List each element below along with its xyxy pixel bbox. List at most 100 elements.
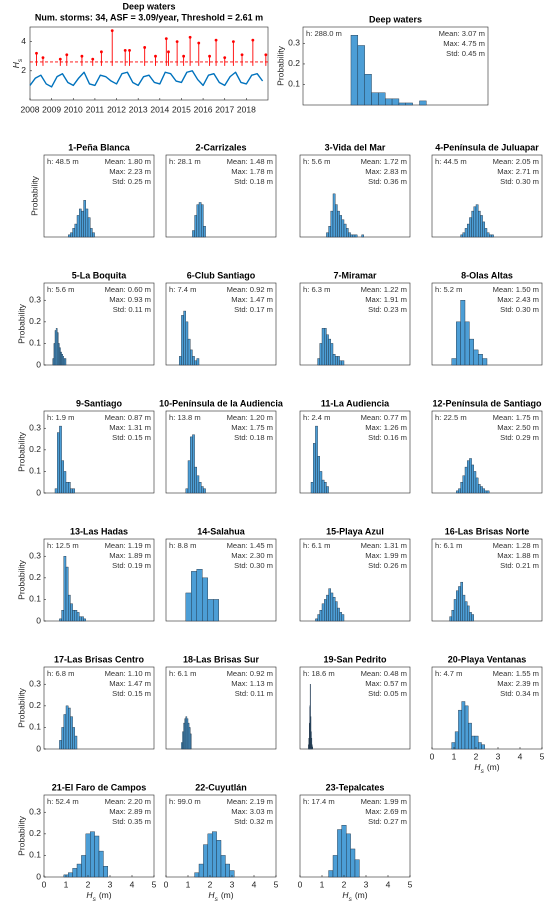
axes-frame xyxy=(431,410,543,494)
histogram-bar xyxy=(337,356,340,366)
storm-peak xyxy=(175,40,179,43)
storm-peak xyxy=(35,51,38,55)
annotation: Std: 0.26 m xyxy=(368,561,407,570)
annotation: Std: 0.36 m xyxy=(368,177,407,186)
axes-frame xyxy=(431,538,543,622)
histogram-bar xyxy=(343,223,347,238)
panel-title: 15-Playa Azul xyxy=(326,526,384,536)
histogram-bar xyxy=(72,727,75,750)
panel-title: 23-Tepalcates xyxy=(326,782,385,792)
y-axis-label: Probability xyxy=(16,815,26,855)
histogram-bar xyxy=(315,425,318,494)
annotation: h: 6.8 m xyxy=(47,669,74,678)
histogram-bar xyxy=(189,436,193,494)
x-tick-label: 4 xyxy=(386,879,391,889)
histogram-bar xyxy=(471,210,475,238)
histogram-bar xyxy=(63,556,67,622)
histogram-bar xyxy=(225,863,230,878)
histogram-bar xyxy=(464,705,469,750)
annotation: Std: 0.32 m xyxy=(234,817,273,826)
y-tick-label: 0.1 xyxy=(288,79,300,89)
annotation: Max: 0.93 m xyxy=(109,295,151,304)
histogram-bar xyxy=(482,221,486,238)
x-tick-label: 2 xyxy=(342,879,347,889)
histogram-bar xyxy=(469,612,472,622)
axes-frame xyxy=(43,282,155,366)
panel-title: 9-Santiago xyxy=(76,398,123,408)
annotation: Max: 1.99 m xyxy=(365,551,407,560)
histogram-bar xyxy=(213,599,220,622)
histogram-bar xyxy=(196,569,203,622)
y-axis-label: Probability xyxy=(16,431,26,471)
annotation: Max: 1.78 m xyxy=(231,167,273,176)
storm-peak xyxy=(91,57,95,61)
annotation: Std: 0.18 m xyxy=(234,433,273,442)
histogram-bar xyxy=(83,200,86,238)
x-tick-label: 4 xyxy=(130,879,135,889)
histogram-bar xyxy=(475,204,479,238)
histogram-bar xyxy=(70,716,73,750)
histogram-bar xyxy=(468,722,472,750)
histogram-bar xyxy=(478,484,481,494)
annotation: Std: 0.17 m xyxy=(234,305,273,314)
histogram-bar xyxy=(321,328,325,366)
y-tick-label: 0.3 xyxy=(29,423,41,433)
annotation: h: 48.5 m xyxy=(47,157,79,166)
panel-title: 2-Carrizales xyxy=(195,142,246,152)
storm-peak xyxy=(110,29,114,33)
y-tick-label: 0.2 xyxy=(29,316,41,326)
annotation: Std: 0.30 m xyxy=(234,561,273,570)
histogram-bar xyxy=(469,458,472,494)
annotation: Max: 2.83 m xyxy=(365,167,407,176)
annotation: Max: 1.31 m xyxy=(109,423,151,432)
annotation: Max: 2.30 m xyxy=(231,551,273,560)
annotation: Mean: 0.60 m xyxy=(105,285,151,294)
annotation: Std: 0.25 m xyxy=(112,177,151,186)
storm-peak xyxy=(231,40,235,43)
annotation: Std: 0.19 m xyxy=(112,561,151,570)
histogram-bar xyxy=(216,840,222,878)
histogram-bar xyxy=(211,831,217,878)
x-tick-label: 1 xyxy=(64,879,69,889)
histogram-bar xyxy=(59,618,62,622)
histogram-bar xyxy=(478,354,483,366)
histogram-bar xyxy=(185,321,189,366)
annotation: Mean: 0.77 m xyxy=(361,413,407,422)
annotation: Max: 1.91 m xyxy=(365,295,407,304)
axis-label-symbol: H xyxy=(11,61,21,68)
x-tick-label: 3 xyxy=(108,879,113,889)
annotation: Std: 0.21 m xyxy=(500,561,539,570)
x-tick-label: 3 xyxy=(496,751,501,761)
annotation: Mean: 0.92 m xyxy=(227,669,273,678)
histogram-bar xyxy=(59,740,62,750)
histogram-bar xyxy=(220,855,226,878)
histogram-bar xyxy=(326,486,329,494)
histogram-bar xyxy=(339,215,343,238)
x-tick-label: 0 xyxy=(430,751,435,761)
axes-frame xyxy=(29,26,269,101)
histogram-bar xyxy=(76,215,80,238)
annotation: Max: 1.75 m xyxy=(231,423,273,432)
histogram-bar xyxy=(473,206,477,238)
histogram-bar xyxy=(398,102,406,106)
histogram-bar xyxy=(346,228,349,238)
annotation: h: 44.5 m xyxy=(435,157,467,166)
histogram-bar xyxy=(92,232,95,238)
storm-peak xyxy=(154,54,157,58)
x-tick-label: 3 xyxy=(364,879,369,889)
x-tick-label: 3 xyxy=(230,879,235,889)
histogram-bar xyxy=(469,217,472,238)
x-tick-label: 0 xyxy=(298,879,303,889)
axes-frame xyxy=(431,282,543,366)
histogram-bar xyxy=(98,850,104,878)
annotation: h: 52.4 m xyxy=(47,797,79,806)
annotation: Max: 3.03 m xyxy=(231,807,273,816)
histogram-bar xyxy=(482,488,486,494)
histogram-bar xyxy=(471,464,475,494)
histogram-bar xyxy=(335,204,338,238)
histogram-bar xyxy=(354,234,358,238)
axis-label: Hs (m) xyxy=(342,890,367,903)
x-tick-label: 2016 xyxy=(194,104,213,114)
annotation: Mean: 1.22 m xyxy=(361,285,407,294)
